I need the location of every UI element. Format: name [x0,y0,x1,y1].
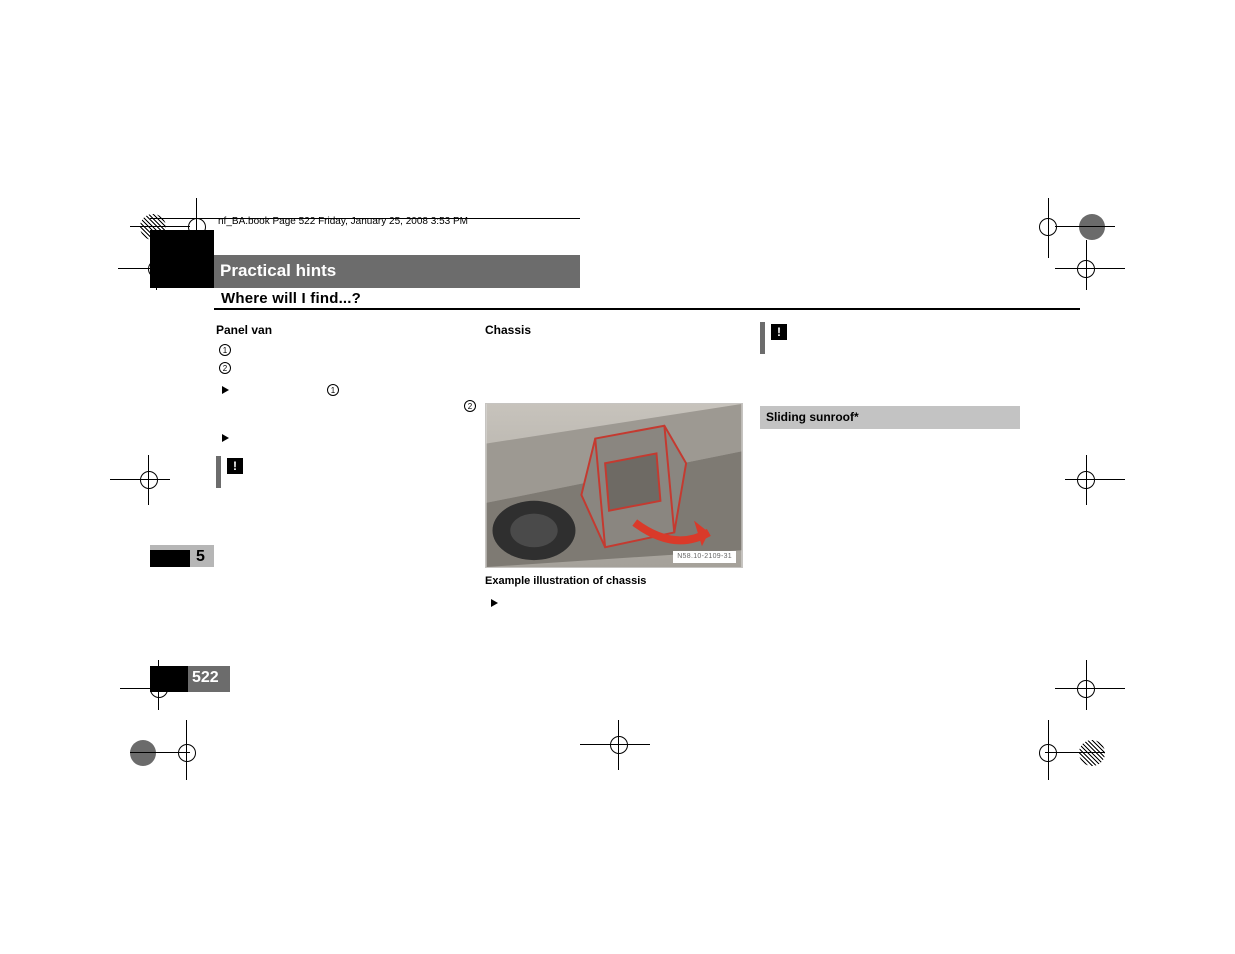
chapter-bar [150,255,580,288]
circled-1-icon: 1 [219,344,231,356]
col1-step-1-text: Pull securing hook 1 up and hook it into… [234,383,476,415]
section-title: Where will I find...? [221,290,361,307]
col1-legend-2: 2 Bracket [216,361,476,377]
col1-step-2: Open cargo doors. [216,431,476,448]
sliding-sunroof-heading: Sliding sunroof* [760,406,1020,429]
crop-mark-mid-left [120,455,200,505]
crop-mark-bottom-left [120,700,220,790]
col1-legend-2-text: Bracket [234,361,476,377]
chassis-svg [486,404,742,567]
triangle-bullet-icon [222,386,229,394]
col3-note: ! Do not place the air intake behind the… [760,322,1020,354]
side-tab-number: 5 [196,548,205,566]
col1-step-2-text: Open cargo doors. [234,431,476,447]
col1-step-1: Pull securing hook 1 up and hook it into… [216,383,476,415]
page-number: 522 [192,669,219,687]
crop-mark-bottom-center [580,720,660,770]
col1-legend-1: 1 Securing hook [216,343,476,359]
illustration-caption: Example illustration of chassis [485,574,745,590]
exclamation-icon: ! [227,458,243,474]
column-1: Panel van 1 Securing hook 2 Bracket Pull… [216,322,476,488]
crop-mark-top-right-inner [1015,250,1115,310]
col2-step-1-text: Fold down the chock and remove it. [503,596,745,612]
chassis-illustration: N58.10-2109-31 [485,403,743,568]
manual-page: nf_BA.book Page 522 Friday, January 25, … [0,0,1235,954]
page-number-black [150,666,188,692]
chapter-tab-black [150,230,214,288]
col3-note-text: Do not place the air intake behind the c… [787,322,1020,354]
col1-note-text: Do not place the chock behind the rear a… [243,456,476,488]
note-bar [216,456,221,488]
circled-inline-2-icon: 2 [464,400,476,412]
col3-body-text: You can open the sliding sunroof manuall… [760,435,1020,467]
triangle-bullet-icon [222,434,229,442]
circled-2-icon: 2 [219,362,231,374]
col1-note: ! Do not place the chock behind the rear… [216,456,476,488]
column-2: Chassis [485,322,745,615]
crop-mark-bottom-right [1015,700,1115,790]
side-tab-black [150,550,190,567]
column-3: ! Do not place the air intake behind the… [760,322,1020,467]
col2-subhead: Chassis [485,322,745,339]
note-bar [760,322,765,354]
section-underline [214,308,1080,310]
col2-step-1: Fold down the chock and remove it. [485,596,745,613]
illustration-code: N58.10-2109-31 [673,551,736,563]
col1-subhead: Panel van [216,322,476,339]
header-meta-text: nf_BA.book Page 522 Friday, January 25, … [218,216,468,227]
chapter-title: Practical hints [220,261,336,281]
triangle-bullet-icon [491,599,498,607]
exclamation-icon: ! [771,324,787,340]
circled-inline-1-icon: 1 [327,384,339,396]
crop-mark-mid-right [1035,455,1115,505]
col1-legend-1-text: Securing hook [234,343,476,359]
